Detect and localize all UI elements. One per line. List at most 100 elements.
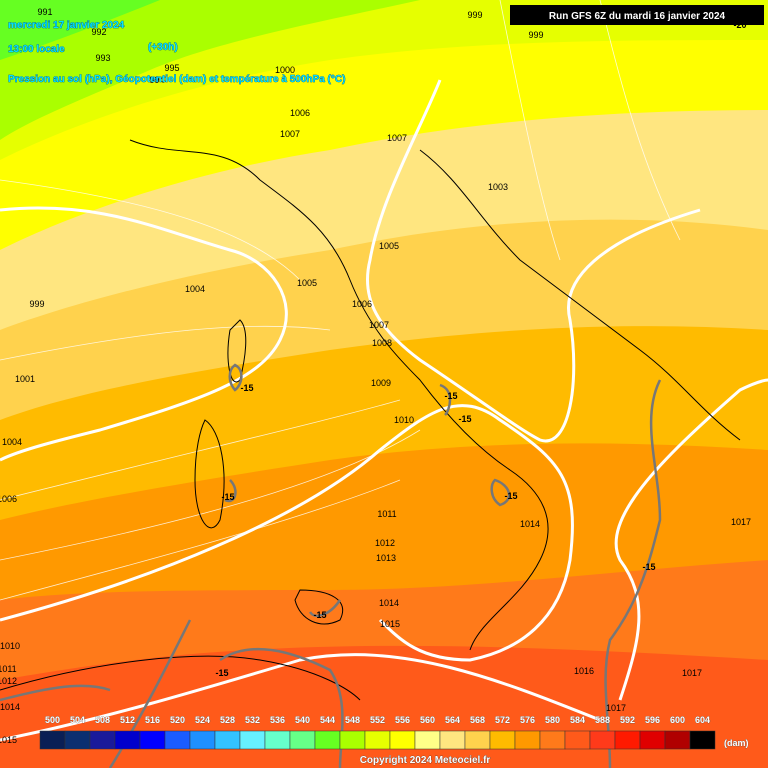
colorbar-label: 528 xyxy=(220,715,235,725)
pressure-label: 1013 xyxy=(376,553,396,563)
pressure-label: 1014 xyxy=(0,702,20,712)
colorbar-swatch xyxy=(89,730,116,750)
colorbar-swatch xyxy=(114,730,141,750)
colorbar-label: 536 xyxy=(270,715,285,725)
pressure-label: 993 xyxy=(95,53,110,63)
temperature-contour xyxy=(0,363,662,768)
colorbar-label: 568 xyxy=(470,715,485,725)
colorbar-label: 548 xyxy=(345,715,360,725)
temperature-label: -15 xyxy=(215,668,228,678)
temperature-label: -15 xyxy=(458,414,471,424)
title-date: mercredi 17 janvier 2024 xyxy=(8,20,125,31)
temperature-label: -15 xyxy=(221,492,234,502)
colorbar-label: 512 xyxy=(120,715,135,725)
pressure-label: 1007 xyxy=(387,133,407,143)
temperature-label: -15 xyxy=(444,391,457,401)
run-label: Run GFS 6Z du mardi 16 janvier 2024 xyxy=(549,11,726,22)
pressure-label: 999 xyxy=(29,299,44,309)
pressure-label: 1006 xyxy=(352,299,372,309)
colorbar-label: 604 xyxy=(695,715,710,725)
colorbar-swatch xyxy=(64,730,91,750)
isobars xyxy=(0,0,768,742)
pressure-label: 1005 xyxy=(297,278,317,288)
subtitle: Pression au sol (hPa), Géopotentiel (dam… xyxy=(8,74,345,85)
pressure-label: 1009 xyxy=(371,378,391,388)
colorbar-label: 596 xyxy=(645,715,660,725)
temperature-contours xyxy=(0,363,662,768)
pressure-label: 991 xyxy=(37,7,52,17)
pressure-label: 1004 xyxy=(2,437,22,447)
colorbar-swatch xyxy=(589,730,616,750)
pressure-label: 1014 xyxy=(520,519,540,529)
isobar xyxy=(0,404,574,662)
colorbar-label: 540 xyxy=(295,715,310,725)
colorbar-label: 576 xyxy=(520,715,535,725)
colorbar-swatch xyxy=(414,730,441,750)
pressure-label: 1014 xyxy=(379,598,399,608)
colorbar-swatch xyxy=(289,730,316,750)
pressure-label: 1004 xyxy=(185,284,205,294)
colorbar-label: 572 xyxy=(495,715,510,725)
colorbar-label: 556 xyxy=(395,715,410,725)
pressure-label: 1011 xyxy=(0,664,17,674)
colorbar-swatch xyxy=(239,730,266,750)
colorbar-swatch xyxy=(464,730,491,750)
pressure-label: 1010 xyxy=(394,415,414,425)
colorbar-label: 500 xyxy=(45,715,60,725)
colorbar-label: 592 xyxy=(620,715,635,725)
colorbar-label: 560 xyxy=(420,715,435,725)
colorbar-swatch xyxy=(664,730,691,750)
colorbar-label: 504 xyxy=(70,715,85,725)
colorbar-swatch xyxy=(514,730,541,750)
colorbar-swatch xyxy=(164,730,191,750)
pressure-label: 999 xyxy=(467,10,482,20)
colorbar-label: 544 xyxy=(320,715,335,725)
colorbar-swatch xyxy=(139,730,166,750)
isobar xyxy=(365,79,701,443)
colorbar-label: 600 xyxy=(670,715,685,725)
colorbar-swatch xyxy=(614,730,641,750)
colorbar-label: 532 xyxy=(245,715,260,725)
colorbar-label: 564 xyxy=(445,715,460,725)
colorbar-swatch xyxy=(639,730,666,750)
colorbar-swatch xyxy=(689,730,716,750)
colorbar-swatch xyxy=(189,730,216,750)
pressure-label: 1012 xyxy=(375,538,395,548)
colorbar-swatch xyxy=(339,730,366,750)
copyright: Copyright 2024 Meteociel.fr xyxy=(360,755,491,766)
band-green xyxy=(0,0,420,140)
colorbar-swatch xyxy=(264,730,291,750)
pressure-label: 995 xyxy=(164,63,179,73)
pressure-label: 1006 xyxy=(0,494,17,504)
pressure-label: 992 xyxy=(91,27,106,37)
colorbar-unit: (dam) xyxy=(724,738,749,748)
colorbar-swatch xyxy=(564,730,591,750)
band-green-dark xyxy=(0,0,160,60)
pressure-label: 994 xyxy=(149,75,164,85)
pressure-label: 1016 xyxy=(574,666,594,676)
colorbar-label: 508 xyxy=(95,715,110,725)
colorbar-swatch xyxy=(314,730,341,750)
pressure-label: 1017 xyxy=(682,668,702,678)
isobar xyxy=(0,206,288,462)
colorbar-swatch xyxy=(214,730,241,750)
colorbar-label: 516 xyxy=(145,715,160,725)
colorbar-swatch xyxy=(539,730,566,750)
colorbar-swatch xyxy=(489,730,516,750)
colorbar-label: 520 xyxy=(170,715,185,725)
pressure-label: 1010 xyxy=(0,641,20,651)
pressure-label: 1017 xyxy=(731,517,751,527)
colorbar: 500 504 508 512 516 520 524 528 532 536 540 544 548 5… xyxy=(39,715,716,750)
title-lead: (+30h) xyxy=(148,42,178,53)
title-time: 13:00 locale xyxy=(8,44,65,55)
coastline xyxy=(129,139,741,651)
colorbar-swatch xyxy=(39,730,66,750)
isobar-thin xyxy=(0,0,681,601)
pressure-label: 1017 xyxy=(606,703,626,713)
pressure-label: 1015 xyxy=(0,735,17,745)
pressure-label: 999 xyxy=(528,30,543,40)
pressure-label: 1000 xyxy=(275,65,295,75)
pressure-label: 1001 xyxy=(15,374,35,384)
temperature-label: -15 xyxy=(313,610,326,620)
